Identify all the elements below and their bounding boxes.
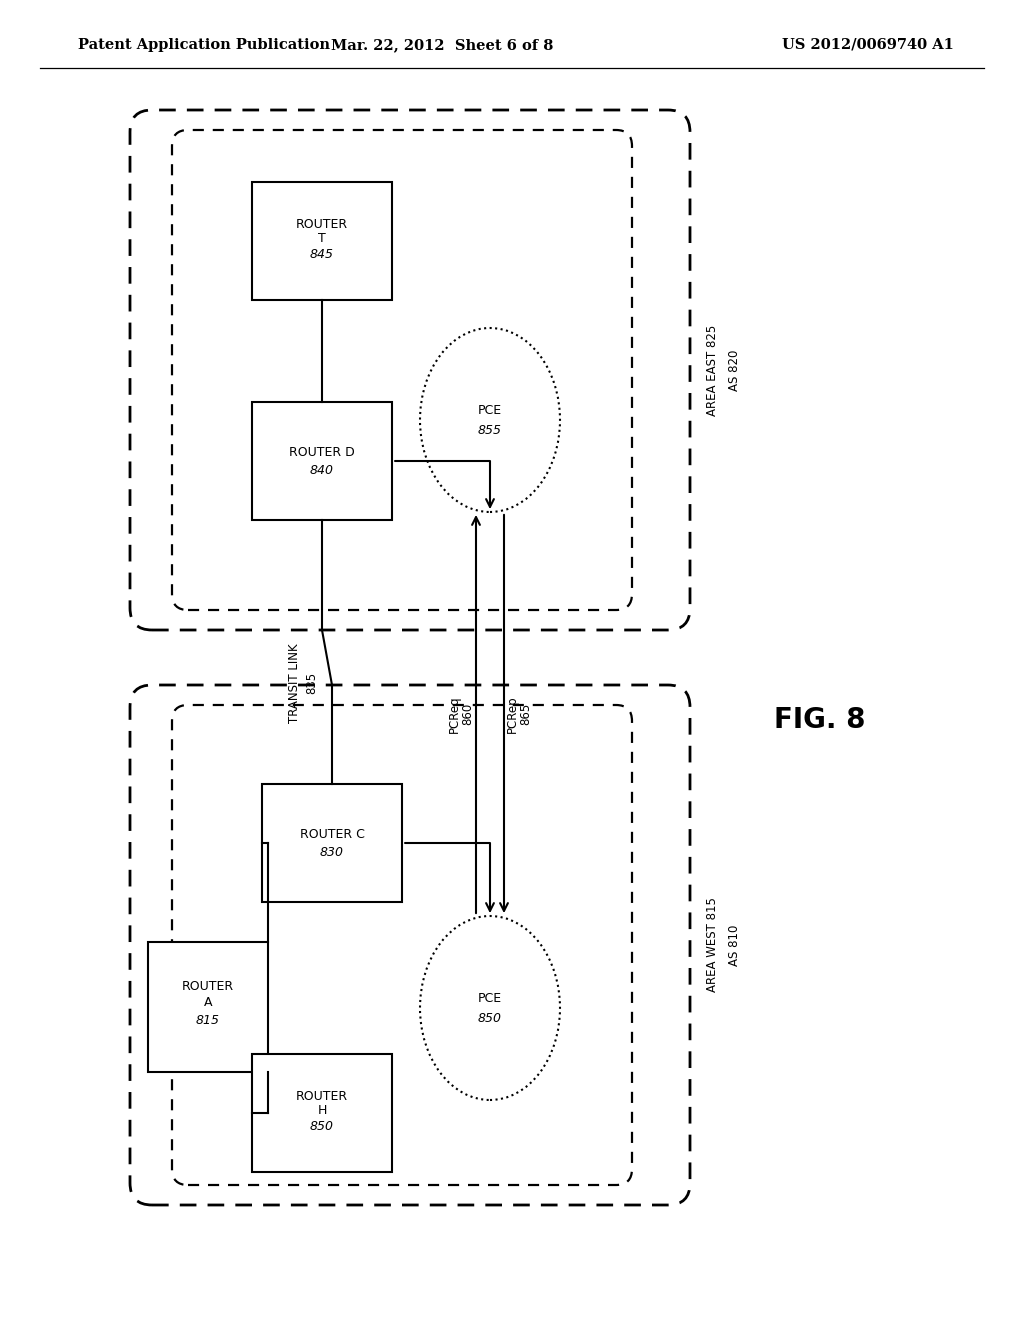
Text: 815: 815 bbox=[196, 1015, 220, 1027]
Text: T: T bbox=[318, 232, 326, 246]
Text: Mar. 22, 2012  Sheet 6 of 8: Mar. 22, 2012 Sheet 6 of 8 bbox=[331, 38, 553, 51]
Text: 845: 845 bbox=[310, 248, 334, 261]
Text: AS 810: AS 810 bbox=[727, 924, 740, 966]
Text: TRANSIT LINK: TRANSIT LINK bbox=[288, 643, 300, 723]
Bar bbox=[252, 1053, 392, 1172]
Bar bbox=[252, 182, 392, 300]
Text: A: A bbox=[204, 997, 212, 1010]
Text: ROUTER C: ROUTER C bbox=[300, 829, 365, 842]
Text: 850: 850 bbox=[310, 1121, 334, 1134]
Text: Patent Application Publication: Patent Application Publication bbox=[78, 38, 330, 51]
Text: ROUTER: ROUTER bbox=[296, 219, 348, 231]
Text: ROUTER: ROUTER bbox=[296, 1090, 348, 1104]
Ellipse shape bbox=[420, 916, 560, 1100]
Text: ROUTER D: ROUTER D bbox=[289, 446, 355, 459]
Text: FIG. 8: FIG. 8 bbox=[774, 706, 865, 734]
Text: PCRep: PCRep bbox=[506, 696, 518, 733]
Text: PCReq: PCReq bbox=[447, 696, 461, 733]
Text: PCE: PCE bbox=[478, 991, 502, 1005]
Text: ROUTER: ROUTER bbox=[182, 981, 234, 994]
Text: AREA WEST 815: AREA WEST 815 bbox=[706, 898, 719, 993]
Text: US 2012/0069740 A1: US 2012/0069740 A1 bbox=[782, 38, 954, 51]
Bar bbox=[148, 942, 268, 1072]
Text: AS 820: AS 820 bbox=[727, 350, 740, 391]
Text: 850: 850 bbox=[478, 1011, 502, 1024]
Text: AREA EAST 825: AREA EAST 825 bbox=[706, 325, 719, 416]
Text: 860: 860 bbox=[462, 702, 474, 725]
Text: 865: 865 bbox=[519, 702, 532, 725]
Bar bbox=[252, 403, 392, 520]
Text: 840: 840 bbox=[310, 465, 334, 478]
Text: 855: 855 bbox=[478, 424, 502, 437]
Bar bbox=[262, 784, 402, 902]
Text: 835: 835 bbox=[305, 672, 318, 694]
Text: 830: 830 bbox=[319, 846, 344, 859]
Text: H: H bbox=[317, 1105, 327, 1118]
Text: PCE: PCE bbox=[478, 404, 502, 417]
Ellipse shape bbox=[420, 327, 560, 512]
